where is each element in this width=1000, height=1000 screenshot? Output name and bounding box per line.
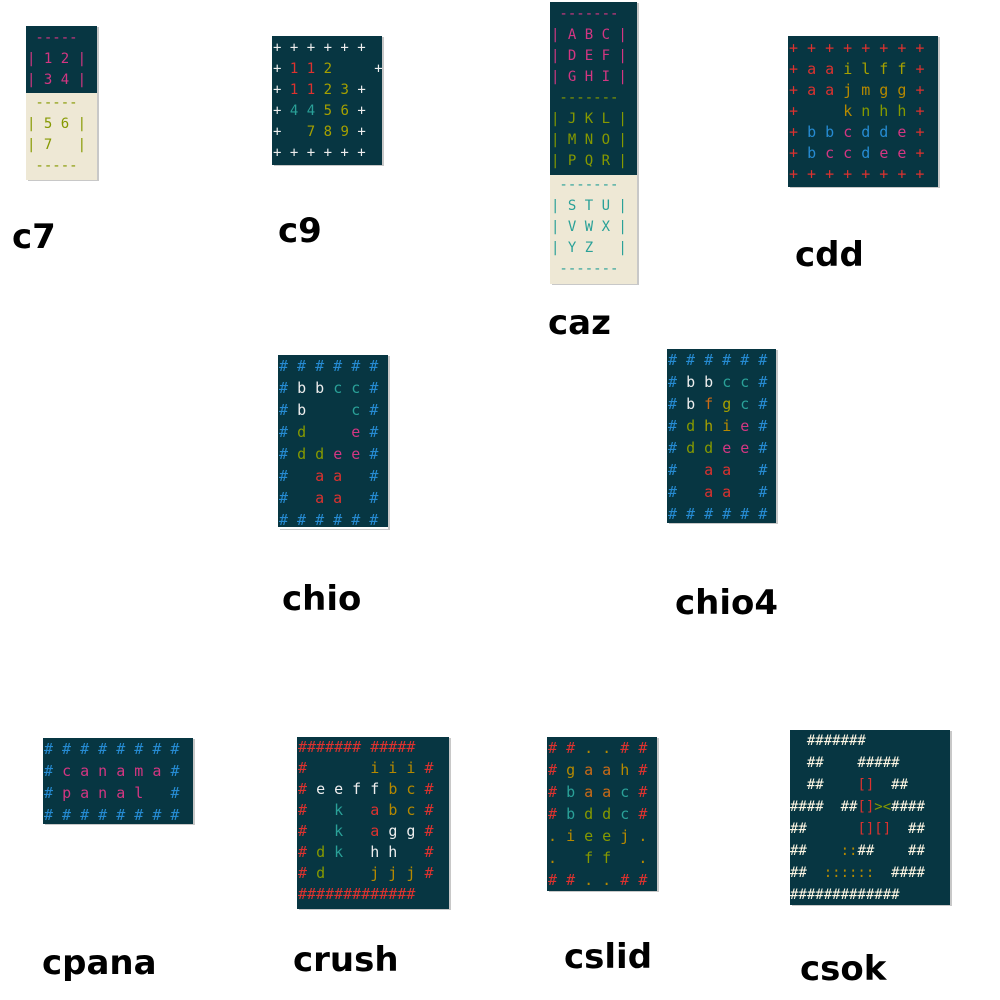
game-thumbnail-c9[interactable]: + + + + + + + 1 1 2 + + 1 1 2 3 + + 4 4 … (272, 36, 382, 165)
puzzle-board: # # # # # # # b b c c # # b c # # d e # … (278, 355, 388, 527)
game-caption[interactable]: cpana (42, 943, 157, 983)
puzzle-board: # # # # # # # b b c c # # b f g c # # d … (667, 349, 776, 523)
game-thumbnail-caz[interactable]: ------- | A B C | | D E F | | G H I | --… (550, 2, 637, 284)
puzzle-board: ------- | A B C | | D E F | | G H I | --… (550, 2, 637, 175)
game-caption[interactable]: cslid (564, 937, 653, 977)
puzzle-board-tray: ------- | S T U | | V W X | | Y Z | ----… (550, 175, 637, 284)
game-thumbnail-csok[interactable]: ####### ## ##### ## [] ## #### ##[]><###… (790, 730, 950, 905)
game-thumbnail-crush[interactable]: ####### ##### # i i i # # e e f f b c # … (297, 737, 449, 909)
game-thumbnail-chio4[interactable]: # # # # # # # b b c c # # b f g c # # d … (667, 349, 776, 523)
game-caption[interactable]: cdd (795, 235, 864, 275)
game-caption[interactable]: chio4 (675, 583, 779, 623)
puzzle-board: + + + + + + + + + a a i l f f + + a a j … (788, 36, 938, 187)
game-thumbnail-cslid[interactable]: # # . . # # # g a a h # # b a a c # # b … (547, 737, 657, 891)
game-caption[interactable]: caz (548, 303, 611, 343)
game-thumbnail-c7[interactable]: ----- | 1 2 | | 3 4 | ----- | 5 6 | | 7 … (26, 26, 97, 180)
game-caption[interactable]: c7 (12, 217, 56, 257)
game-caption[interactable]: chio (282, 579, 362, 619)
puzzle-board: # # . . # # # g a a h # # b a a c # # b … (547, 737, 657, 891)
game-thumbnail-cpana[interactable]: # # # # # # # # # c a n a m a # # p a n … (43, 738, 193, 824)
game-thumbnail-cdd[interactable]: + + + + + + + + + a a i l f f + + a a j … (788, 36, 938, 187)
game-caption[interactable]: crush (293, 940, 399, 980)
game-caption[interactable]: c9 (278, 211, 322, 251)
puzzle-board: + + + + + + + 1 1 2 + + 1 1 2 3 + + 4 4 … (272, 36, 382, 165)
puzzle-board: # # # # # # # # # c a n a m a # # p a n … (43, 738, 193, 824)
puzzle-board: ----- | 1 2 | | 3 4 | (26, 26, 97, 93)
puzzle-board: ####### ## ##### ## [] ## #### ##[]><###… (790, 730, 950, 905)
game-thumbnail-chio[interactable]: # # # # # # # b b c c # # b c # # d e # … (278, 355, 388, 529)
puzzle-board: ####### ##### # i i i # # e e f f b c # … (297, 737, 449, 909)
puzzle-board-tray: ----- | 5 6 | | 7 | ----- (26, 93, 97, 180)
game-caption[interactable]: csok (800, 949, 887, 989)
